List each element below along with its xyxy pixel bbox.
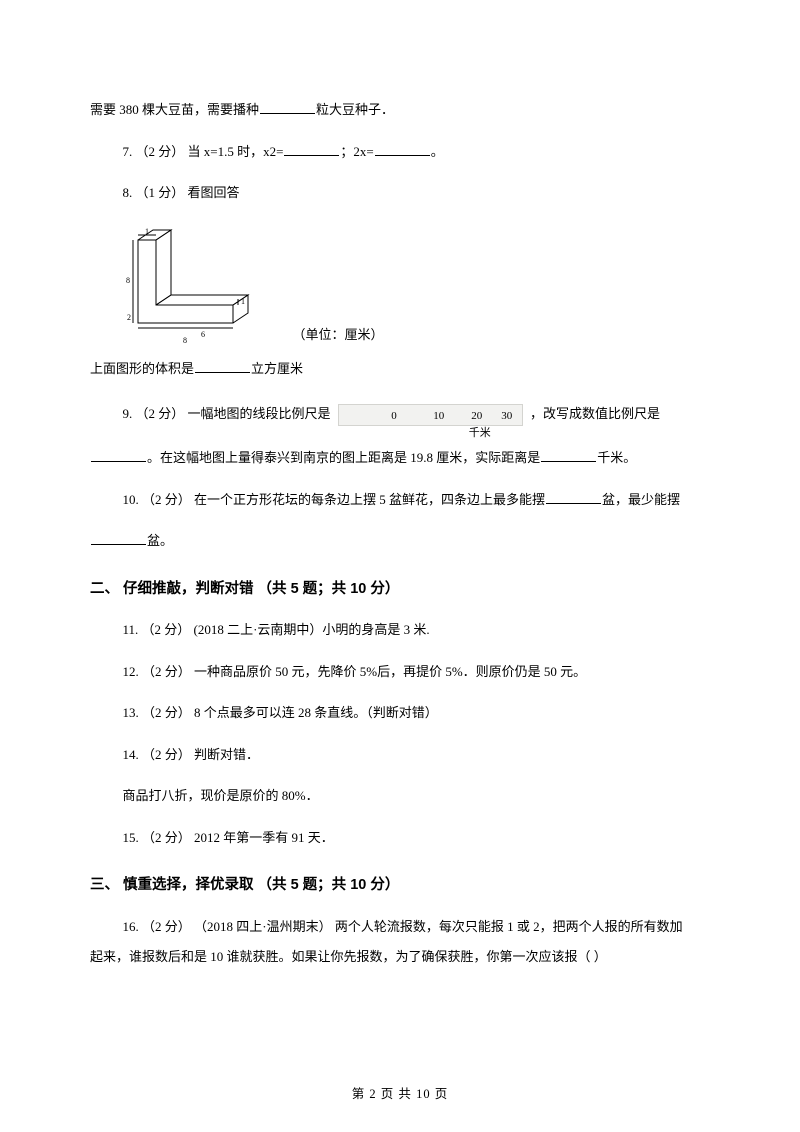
blank-q6[interactable] [260,101,315,114]
q7: 7. （2 分） 当 x=1.5 时，x2= ；2x= 。 [90,142,710,162]
q8-answer: 上面图形的体积是 立方厘米 [90,359,710,379]
blank-q7a[interactable] [284,143,339,156]
q10-mid: 盆，最少能摆 [602,492,680,507]
blank-q8[interactable] [195,360,250,373]
footer-post: 页 [431,1087,449,1101]
q10-prefix: 10. （2 分） 在一个正方形花坛的每条边上摆 5 盆鲜花，四条边上最多能摆 [123,492,546,507]
q8-pre: 上面图形的体积是 [90,361,194,376]
page-footer: 第 2 页 共 10 页 [0,1085,800,1104]
q9-end: 千米。 [597,450,636,465]
l-shape-diagram: 1 8 2 6 8 1 [123,225,263,345]
q9-prefix: 9. （2 分） 一幅地图的线段比例尺是 [123,406,331,421]
q8-figure: 1 8 2 6 8 1 （单位：厘米） [123,225,711,345]
dim-1a: 1 [145,227,149,236]
q8-unit: （单位：厘米） [293,325,384,345]
q9-mid2: 。在这幅地图上量得泰兴到南京的图上距离是 19.8 厘米，实际距离是 [147,450,540,465]
blank-q9b[interactable] [541,449,596,462]
scale-ruler-image: 0 10 20 30 千米 [338,404,523,426]
q7-prefix: 7. （2 分） 当 x=1.5 时，x2= [123,144,284,159]
footer-cur: 2 [369,1087,376,1101]
scale-10: 10 [401,408,445,425]
q7-mid: ；2x= [340,144,373,159]
q7-end: 。 [431,144,444,159]
dim-6: 6 [201,330,205,339]
footer-total: 10 [416,1087,431,1101]
q9-mid1: ，改写成数值比例尺是 [530,406,660,421]
q13: 13. （2 分） 8 个点最多可以连 28 条直线。（判断对错） [90,703,710,723]
q6-pre: 需要 380 棵大豆苗，需要播种 [90,102,259,117]
q14b: 商品打八折，现价是原价的 80%． [90,786,710,806]
blank-q7b[interactable] [375,143,430,156]
q9-line2: 。在这幅地图上量得泰兴到南京的图上距离是 19.8 厘米，实际距离是 千米。 [90,448,710,468]
section-3-title: 三、 慎重选择，择优录取 （共 5 题；共 10 分） [90,875,710,897]
footer-mid: 页 共 [377,1087,416,1101]
q10-line1: 10. （2 分） 在一个正方形花坛的每条边上摆 5 盆鲜花，四条边上最多能摆 盆… [90,490,710,510]
q8-prefix: 8. （1 分） 看图回答 [90,183,710,203]
q11: 11. （2 分） (2018 二上·云南期中）小明的身高是 3 米. [90,620,710,640]
q10-end: 盆。 [147,533,173,548]
blank-q10a[interactable] [546,491,601,504]
blank-q9a[interactable] [91,449,146,462]
dim-8a: 8 [126,276,130,285]
q16-line1: 16. （2 分） （2018 四上·温州期末） 两个人轮流报数，每次只能报 1… [90,917,710,937]
dim-8b: 8 [183,336,187,345]
section-2-title: 二、 仔细推敲，判断对错 （共 5 题；共 10 分） [90,579,710,601]
q12: 12. （2 分） 一种商品原价 50 元，先降价 5%后，再提价 5%．则原价… [90,662,710,682]
footer-pre: 第 [352,1087,370,1101]
q16-line2: 起来，谁报数后和是 10 谁就获胜。如果让你先报数，为了确保获胜，你第一次应该报… [90,947,710,967]
q10-line2: 盆。 [90,531,710,551]
scale-30: 30 千米 [469,408,522,441]
q6-continuation: 需要 380 棵大豆苗，需要播种 粒大豆种子． [90,100,710,120]
q8-post: 立方厘米 [251,361,303,376]
q14a: 14. （2 分） 判断对错． [90,745,710,765]
dim-2: 2 [127,313,131,322]
q6-post: 粒大豆种子． [316,102,394,117]
scale-0: 0 [359,408,397,425]
dim-1b: 1 [241,297,245,306]
q15: 15. （2 分） 2012 年第一季有 91 天． [90,828,710,848]
blank-q10b[interactable] [91,532,146,545]
q9-line1: 9. （2 分） 一幅地图的线段比例尺是 0 10 20 30 千米 ，改写成数… [90,404,710,426]
